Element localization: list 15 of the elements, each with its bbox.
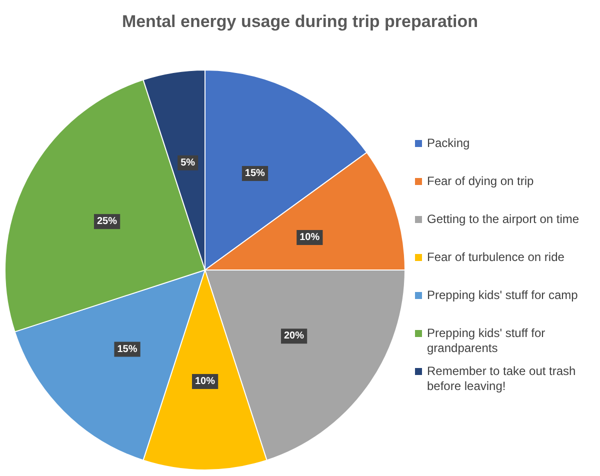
legend-label: Remember to take out trash before leaving! — [427, 364, 576, 393]
data-label: 25% — [96, 216, 118, 228]
data-label: 20% — [284, 330, 304, 342]
legend-label: Fear of dying on trip — [427, 174, 534, 188]
legend-label: Getting to the airport on time — [427, 212, 580, 226]
legend-label: Packing — [427, 136, 470, 150]
legend-label: Prepping kids' stuff for grandparents — [427, 326, 546, 355]
data-label: 15% — [244, 168, 266, 179]
chart-title: Mental energy usage during trip preparation — [122, 12, 478, 31]
data-label: 15% — [117, 344, 138, 355]
data-label: 10% — [194, 376, 216, 387]
data-label: 10% — [300, 232, 320, 244]
data-label: 5% — [180, 157, 196, 168]
legend-label: Fear of turbulence on ride — [427, 250, 565, 264]
legend-label: Prepping kids' stuff for camp — [427, 288, 578, 302]
